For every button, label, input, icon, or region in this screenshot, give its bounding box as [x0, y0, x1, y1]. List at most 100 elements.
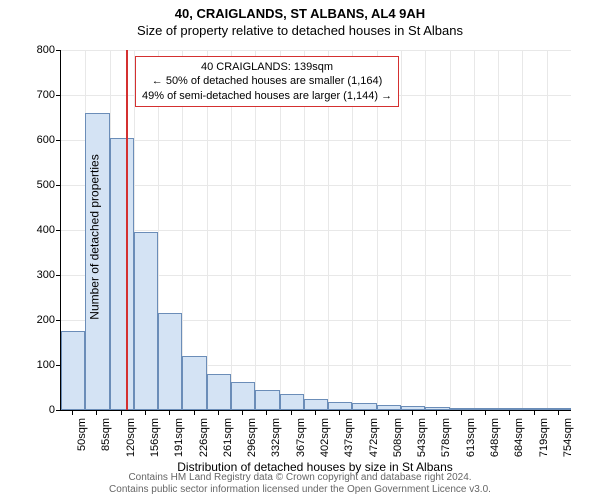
y-tick-label: 100 [15, 359, 55, 371]
y-tick-mark [56, 320, 61, 321]
footer-attribution: Contains HM Land Registry data © Crown c… [0, 472, 600, 496]
y-tick-mark [56, 230, 61, 231]
marker-line [126, 50, 128, 410]
grid-line-v [425, 50, 426, 410]
x-tick-mark [266, 410, 267, 415]
y-tick-label: 400 [15, 224, 55, 236]
histogram-bar [401, 406, 425, 410]
histogram-bar [450, 408, 474, 410]
x-tick-label: 226sqm [198, 418, 210, 457]
grid-line-v [547, 50, 548, 410]
grid-line-h [61, 185, 571, 186]
histogram-bar [182, 356, 206, 410]
x-tick-mark [218, 410, 219, 415]
x-tick-mark [339, 410, 340, 415]
y-tick-label: 500 [15, 179, 55, 191]
x-tick-label: 578sqm [440, 418, 452, 457]
x-tick-label: 296sqm [246, 418, 258, 457]
grid-line-h [61, 140, 571, 141]
y-tick-mark [56, 140, 61, 141]
x-tick-mark [534, 410, 535, 415]
y-tick-mark [56, 185, 61, 186]
x-tick-mark [121, 410, 122, 415]
y-tick-label: 800 [15, 44, 55, 56]
y-tick-mark [56, 410, 61, 411]
x-tick-mark [558, 410, 559, 415]
x-tick-label: 191sqm [173, 418, 185, 457]
y-tick-label: 200 [15, 314, 55, 326]
histogram-bar [158, 313, 182, 410]
callout-line-2: ← 50% of detached houses are smaller (1,… [142, 74, 392, 88]
x-tick-mark [412, 410, 413, 415]
x-tick-mark [72, 410, 73, 415]
callout-line-1: 40 CRAIGLANDS: 139sqm [142, 60, 392, 74]
histogram-bar [231, 382, 255, 410]
histogram-bar [352, 403, 376, 410]
x-tick-mark [194, 410, 195, 415]
y-tick-label: 600 [15, 134, 55, 146]
histogram-bar [328, 402, 352, 410]
y-tick-label: 0 [15, 404, 55, 416]
x-tick-mark [145, 410, 146, 415]
x-tick-mark [96, 410, 97, 415]
x-tick-label: 332sqm [270, 418, 282, 457]
x-tick-label: 50sqm [76, 418, 88, 451]
x-tick-label: 156sqm [149, 418, 161, 457]
x-tick-label: 684sqm [513, 418, 525, 457]
x-tick-label: 472sqm [368, 418, 380, 457]
x-tick-mark [436, 410, 437, 415]
x-tick-mark [461, 410, 462, 415]
histogram-bar [522, 408, 546, 410]
histogram-bar [304, 399, 328, 410]
footer-line-2: Contains public sector information licen… [0, 484, 600, 496]
histogram-bar [280, 394, 304, 410]
x-tick-mark [242, 410, 243, 415]
grid-line-v [450, 50, 451, 410]
x-tick-label: 367sqm [295, 418, 307, 457]
y-tick-mark [56, 50, 61, 51]
x-tick-label: 613sqm [465, 418, 477, 457]
chart-title-main: 40, CRAIGLANDS, ST ALBANS, AL4 9AH [0, 0, 600, 21]
chart-area: Number of detached properties Distributi… [60, 50, 570, 410]
histogram-bar [377, 405, 401, 410]
x-tick-mark [388, 410, 389, 415]
x-tick-mark [291, 410, 292, 415]
callout-line-3: 49% of semi-detached houses are larger (… [142, 89, 392, 103]
x-tick-label: 543sqm [416, 418, 428, 457]
y-tick-label: 700 [15, 89, 55, 101]
histogram-bar [547, 408, 571, 410]
x-tick-mark [169, 410, 170, 415]
y-tick-mark [56, 95, 61, 96]
histogram-bar [425, 407, 449, 410]
x-tick-mark [364, 410, 365, 415]
x-tick-label: 402sqm [319, 418, 331, 457]
x-tick-mark [485, 410, 486, 415]
x-tick-label: 437sqm [343, 418, 355, 457]
grid-line-v [498, 50, 499, 410]
x-tick-label: 508sqm [392, 418, 404, 457]
footer-line-1: Contains HM Land Registry data © Crown c… [0, 472, 600, 484]
x-tick-label: 261sqm [222, 418, 234, 457]
x-tick-label: 120sqm [125, 418, 137, 457]
histogram-bar [255, 390, 279, 410]
y-axis-label: Number of detached properties [88, 154, 102, 319]
y-tick-mark [56, 275, 61, 276]
callout-box: 40 CRAIGLANDS: 139sqm ← 50% of detached … [135, 56, 399, 107]
y-tick-label: 300 [15, 269, 55, 281]
grid-line-h [61, 50, 571, 51]
x-tick-mark [315, 410, 316, 415]
grid-line-h [61, 230, 571, 231]
histogram-bar [207, 374, 231, 410]
grid-line-v [474, 50, 475, 410]
grid-line-v [522, 50, 523, 410]
histogram-bar [61, 331, 85, 410]
histogram-bar [498, 408, 522, 410]
x-tick-label: 719sqm [538, 418, 550, 457]
histogram-bar [134, 232, 158, 410]
x-tick-label: 648sqm [489, 418, 501, 457]
x-tick-label: 85sqm [100, 418, 112, 451]
grid-line-v [401, 50, 402, 410]
histogram-bar [110, 138, 134, 410]
x-tick-label: 754sqm [562, 418, 574, 457]
x-tick-mark [509, 410, 510, 415]
